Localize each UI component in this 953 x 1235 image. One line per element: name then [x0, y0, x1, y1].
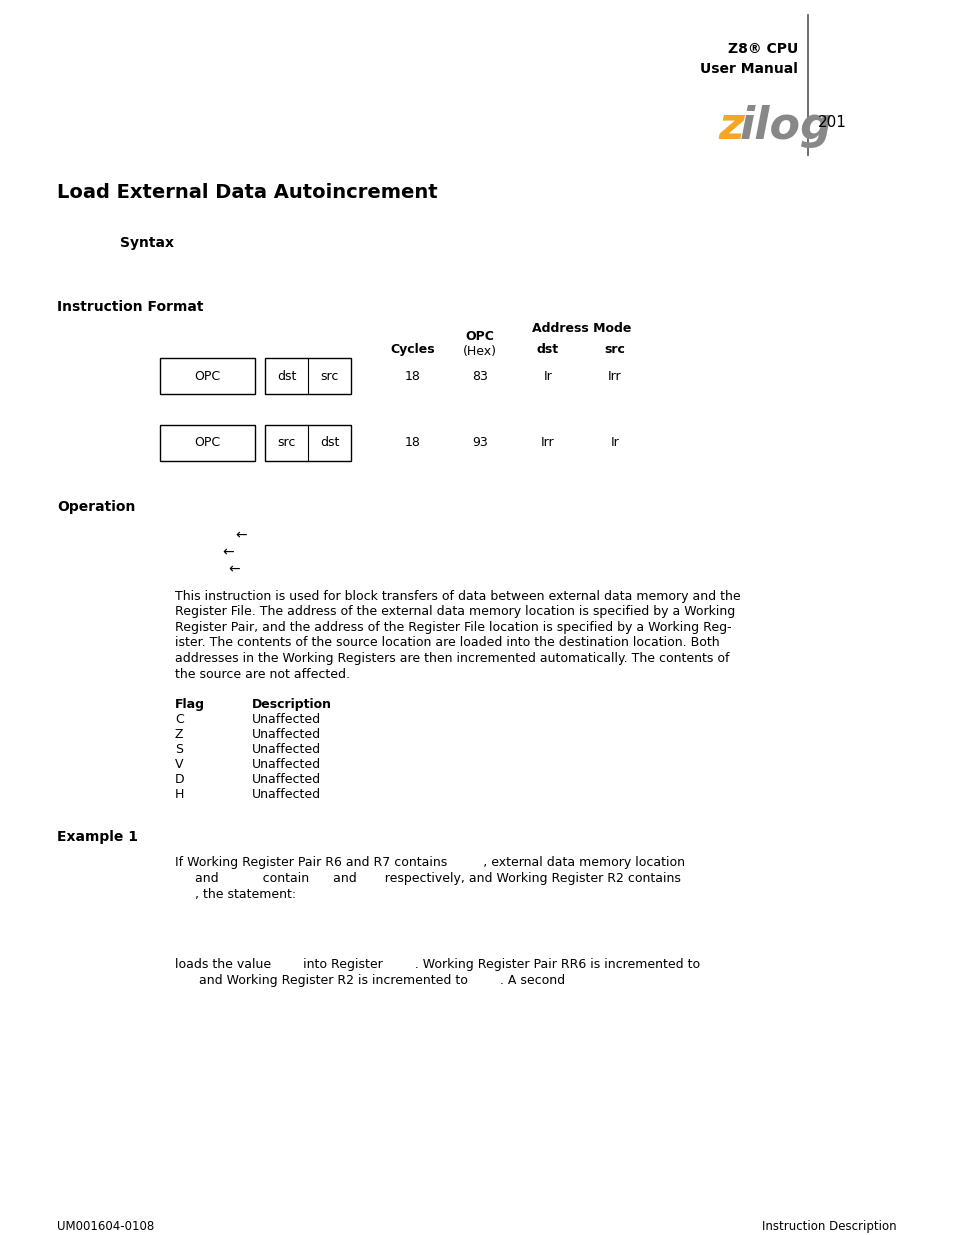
Text: Irr: Irr [608, 369, 621, 383]
Text: and           contain      and       respectively, and Working Register R2 conta: and contain and respectively, and Workin… [174, 872, 680, 885]
Text: ister. The contents of the source location are loaded into the destination locat: ister. The contents of the source locati… [174, 636, 719, 650]
Text: src: src [320, 369, 338, 383]
Text: 83: 83 [472, 369, 487, 383]
Text: Unaffected: Unaffected [252, 727, 321, 741]
Text: and Working Register R2 is incremented to        . A second: and Working Register R2 is incremented t… [174, 974, 564, 987]
Text: z: z [718, 105, 743, 148]
Text: Description: Description [252, 698, 332, 711]
Text: V: V [174, 758, 183, 771]
Text: Cycles: Cycles [391, 343, 435, 356]
Text: 201: 201 [817, 115, 846, 130]
Text: Ir: Ir [610, 436, 618, 450]
Text: 18: 18 [405, 369, 420, 383]
Text: addresses in the Working Registers are then incremented automatically. The conte: addresses in the Working Registers are t… [174, 652, 729, 664]
Bar [160, 425, 254, 461]
Text: Register File. The address of the external data memory location is specified by : Register File. The address of the extern… [174, 605, 735, 619]
Text: Unaffected: Unaffected [252, 743, 321, 756]
Text: C: C [174, 713, 184, 726]
Bar [160, 358, 254, 394]
Text: dst: dst [319, 436, 339, 450]
Text: Example 1: Example 1 [57, 830, 138, 844]
Text: (Hex): (Hex) [462, 345, 497, 358]
Text: Unaffected: Unaffected [252, 788, 321, 802]
Text: User Manual: User Manual [700, 62, 797, 77]
Text: OPC: OPC [465, 330, 494, 343]
Text: Instruction Description: Instruction Description [761, 1220, 896, 1233]
Text: dst: dst [276, 369, 295, 383]
Text: Ir: Ir [543, 369, 552, 383]
Text: Unaffected: Unaffected [252, 758, 321, 771]
Text: Instruction Format: Instruction Format [57, 300, 203, 314]
Text: dst: dst [537, 343, 558, 356]
Text: Address Mode: Address Mode [531, 322, 631, 335]
Text: ←: ← [234, 529, 247, 542]
Text: Unaffected: Unaffected [252, 773, 321, 785]
Text: ←: ← [222, 545, 233, 559]
Text: ←: ← [228, 562, 239, 576]
Text: 93: 93 [472, 436, 487, 450]
Text: Operation: Operation [57, 500, 135, 514]
Text: , the statement:: , the statement: [174, 888, 295, 902]
Text: If Working Register Pair R6 and R7 contains         , external data memory locat: If Working Register Pair R6 and R7 conta… [174, 856, 684, 869]
Text: Syntax: Syntax [120, 236, 173, 249]
Text: Z8® CPU: Z8® CPU [727, 42, 797, 56]
Bar [265, 425, 351, 461]
Text: S: S [174, 743, 183, 756]
Text: Z: Z [174, 727, 183, 741]
Text: OPC: OPC [194, 436, 220, 450]
Text: OPC: OPC [194, 369, 220, 383]
Text: UM001604-0108: UM001604-0108 [57, 1220, 154, 1233]
Text: the source are not affected.: the source are not affected. [174, 667, 350, 680]
Text: H: H [174, 788, 184, 802]
Text: Register Pair, and the address of the Register File location is specified by a W: Register Pair, and the address of the Re… [174, 621, 731, 634]
Text: D: D [174, 773, 185, 785]
Text: Load External Data Autoincrement: Load External Data Autoincrement [57, 183, 437, 203]
Text: loads the value        into Register        . Working Register Pair RR6 is incre: loads the value into Register . Working … [174, 958, 700, 971]
Text: src: src [277, 436, 295, 450]
Text: This instruction is used for block transfers of data between external data memor: This instruction is used for block trans… [174, 590, 740, 603]
Text: src: src [604, 343, 625, 356]
Bar [265, 358, 351, 394]
Text: Flag: Flag [174, 698, 205, 711]
Text: 18: 18 [405, 436, 420, 450]
Text: Irr: Irr [540, 436, 555, 450]
Text: Unaffected: Unaffected [252, 713, 321, 726]
Text: ilog: ilog [740, 105, 832, 148]
